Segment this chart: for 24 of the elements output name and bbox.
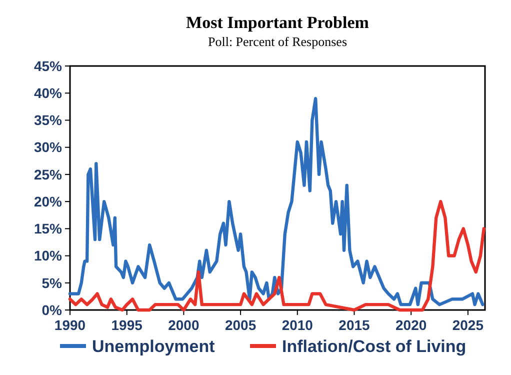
x-tick-label: 2000 <box>168 317 200 333</box>
chart-title: Most Important Problem <box>186 13 369 32</box>
y-tick-label: 0% <box>42 302 63 318</box>
y-tick-label: 45% <box>34 58 63 74</box>
y-tick-label: 20% <box>34 193 63 210</box>
chart-subtitle: Poll: Percent of Responses <box>208 34 348 49</box>
y-tick-label: 25% <box>34 166 63 182</box>
x-tick-label: 2010 <box>282 317 314 333</box>
y-tick-label: 5% <box>42 274 63 291</box>
x-tick-label: 2005 <box>224 317 256 333</box>
legend-label: Unemployment <box>92 337 216 356</box>
line-series <box>68 200 486 312</box>
legend-label: Inflation/Cost of Living <box>282 337 466 356</box>
y-tick-label: 10% <box>34 248 63 264</box>
x-tick-label: 1995 <box>111 317 143 333</box>
y-tick-label: 35% <box>34 112 63 128</box>
x-tick-label: 2020 <box>396 317 427 333</box>
y-tick-label: 15% <box>34 220 63 237</box>
y-tick-label: 30% <box>34 139 63 156</box>
x-tick-label: 2015 <box>338 317 370 333</box>
line-series <box>68 96 484 306</box>
y-tick-label: 40% <box>34 85 63 102</box>
x-tick-label: 1990 <box>54 317 86 333</box>
x-tick-label: 2025 <box>452 317 484 333</box>
